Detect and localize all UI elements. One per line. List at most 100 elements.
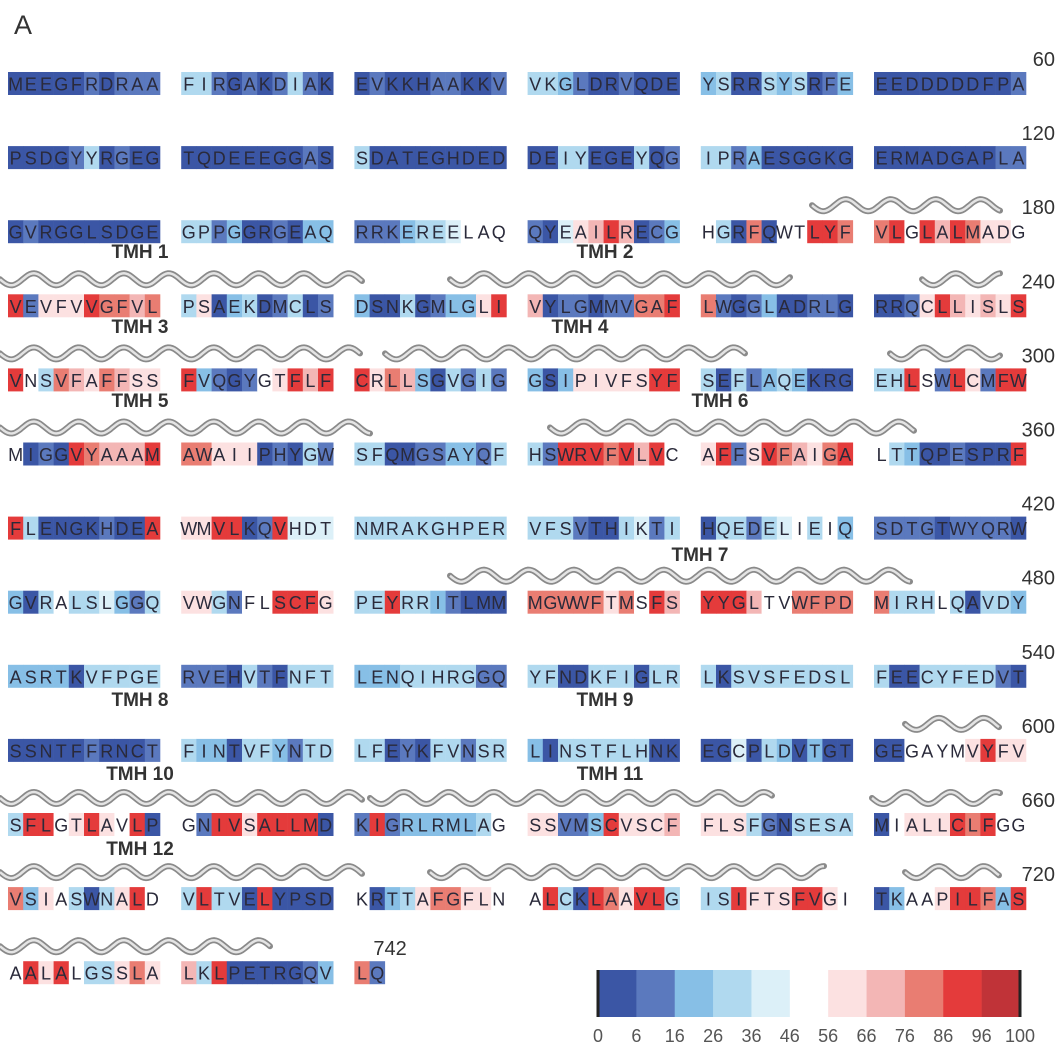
residue-block: DEIYEGEYQG — [528, 146, 680, 169]
residue-block: LFEYKFVNSR — [354, 739, 506, 762]
residue-block: LQ — [354, 961, 385, 984]
colorbar-tick-label: 66 — [857, 1026, 877, 1046]
residue-block: TKAAPILFAS — [874, 887, 1026, 910]
residue-block: HGRFQWTLYF — [701, 220, 853, 243]
residue-block: SSNTFFRNCT — [8, 739, 160, 762]
position-number: 660 — [1022, 790, 1055, 812]
tmh-label: TMH 2 — [577, 242, 634, 263]
residue-sequence: CRLLSGVGIG — [356, 371, 506, 391]
tmh-label: TMH 10 — [106, 764, 174, 785]
position-number: 720 — [1022, 864, 1055, 886]
residue-sequence: SDATEGHDED — [356, 149, 505, 169]
residue-block: EHLSWLCMFW — [874, 368, 1027, 391]
residue-block: GSIPIVFSYF — [528, 368, 680, 391]
tmh-label: TMH 3 — [112, 317, 169, 338]
residue-block: HQEDELIEIQ — [701, 517, 853, 540]
residue-block: WMVLKQVHDT — [180, 517, 333, 540]
colorbar-tick-label: 6 — [631, 1026, 641, 1046]
residue-block: MIRHLQAVDY — [874, 591, 1026, 614]
residue-block: FINTVFYNTD — [181, 739, 333, 762]
position-number: 420 — [1022, 494, 1055, 516]
residue-sequence: LWGGLADRLG — [703, 297, 852, 317]
residue-sequence: GEGAYMVYFV — [875, 741, 1025, 761]
position-number: 360 — [1022, 420, 1055, 442]
residue-block: DSNKGMLGLI — [354, 294, 506, 317]
residue-sequence: IPRAESGGKG — [706, 149, 852, 169]
residue-block: RRQCLLISLS — [874, 294, 1026, 317]
colorbar-segment — [905, 970, 944, 1017]
residue-block: NMRAKGHPER — [354, 517, 506, 540]
residue-block: FLENGKHDEA — [8, 517, 160, 540]
position-number: 60 — [1033, 49, 1055, 71]
residue-sequence: LQ — [357, 964, 384, 984]
colorbar-tick-label: 86 — [933, 1026, 953, 1046]
residue-block: SEFLAQEKRG — [701, 368, 853, 391]
residue-sequence: VSIASWNALD — [10, 890, 159, 910]
residue-block: AWAIIPHYGW — [181, 443, 334, 466]
residue-block: FLSFGNSESA — [701, 813, 853, 836]
residue-block: EEDDDDDFPA — [874, 72, 1026, 95]
colorbar-segment — [636, 970, 675, 1017]
tmh-label: TMH 5 — [112, 391, 169, 412]
residue-block: VKGLDRVQDE — [528, 72, 680, 95]
colorbar-segment — [751, 970, 790, 1017]
residue-sequence: VYLGMMVGAF — [529, 297, 677, 317]
colorbar-tick-label: 46 — [780, 1026, 800, 1046]
residue-sequence: AWAIIPHYGW — [183, 445, 334, 465]
figure: A TMH 1TMH 2TMH 3TMH 4TMH 5TMH 6TMH 7TMH… — [0, 0, 1060, 1049]
colorbar-segment — [598, 970, 637, 1017]
residue-block: GVRALSLGGQ — [8, 591, 160, 614]
residue-block: LINSTFLHNK — [528, 739, 680, 762]
residue-block: ISIFTSFVGI — [701, 887, 853, 910]
colorbar-segment — [867, 970, 906, 1017]
residue-block: QYEAILRECG — [528, 220, 680, 243]
residue-block: KIGRLRMLAG — [354, 813, 506, 836]
residue-block: VYLGMMVGAF — [528, 294, 680, 317]
colorbar-segment — [943, 970, 982, 1017]
residue-block: PEYRRITLMM — [354, 591, 506, 614]
residue-block: MEEGFRDRAA — [8, 72, 160, 95]
position-number: 240 — [1022, 271, 1055, 293]
residue-block: HSWRVFVLVC — [528, 443, 680, 466]
residue-sequence: SEFLAQEKRG — [702, 371, 852, 391]
colorbar-segment — [828, 970, 867, 1017]
position-number: 600 — [1022, 716, 1055, 738]
residue-sequence: LENQIHRGGQ — [357, 667, 506, 687]
colorbar-tick-label: 100 — [1005, 1026, 1035, 1046]
position-number: 480 — [1022, 568, 1055, 590]
residue-block: YFNDKFIGLR — [528, 665, 680, 688]
residue-block: VWGNFLSCFG — [181, 591, 333, 614]
residue-block: PSDGYYRGEG — [8, 146, 160, 169]
residue-sequence: DSNKGMLGLI — [356, 297, 502, 317]
residue-sequence: ERMADGAPLA — [876, 149, 1025, 169]
residue-block: VLGLALMADG — [874, 220, 1026, 243]
residue-block: CRLLSGVGIG — [354, 368, 506, 391]
panel-label: A — [14, 10, 32, 40]
residue-block: LWGGLADRLG — [701, 294, 853, 317]
residue-block: EGCPLDVTGT — [701, 739, 853, 762]
residue-block: SDTGTWYQRW — [874, 517, 1027, 540]
residue-block: SFQMGSAYQF — [354, 443, 506, 466]
residue-block: GNIVSALLMD — [181, 813, 333, 836]
colorbar-tick-label: 96 — [972, 1026, 992, 1046]
tmh-label: TMH 1 — [112, 242, 169, 263]
residue-sequence: DEIYEGEYQG — [529, 149, 679, 169]
residue-block: VLTVELYPSD — [181, 887, 333, 910]
residue-block: MIALLCLFGG — [874, 813, 1026, 836]
residue-block: LKLPETRGQV — [181, 961, 333, 984]
tmh-label: TMH 12 — [106, 839, 174, 860]
residue-sequence: FVQGYGTFLF — [183, 371, 331, 391]
residue-block: FEECYFEDVT — [874, 665, 1026, 688]
residue-sequence: NMRAKGHPER — [356, 519, 506, 539]
colorbar-tick-label: 26 — [703, 1026, 723, 1046]
residue-sequence: KIGRLRMLAG — [356, 816, 506, 836]
colorbar-segment — [675, 970, 714, 1017]
residue-block: SFLGTLAVLP — [8, 813, 160, 836]
residue-block: TQDEEEGGAS — [181, 146, 333, 169]
position-number: 742 — [373, 938, 406, 960]
colorbar-tick-label: 36 — [741, 1026, 761, 1046]
residue-block: GVRGGLSDGE — [8, 220, 160, 243]
residue-block: RVEHVTFNFT — [181, 665, 333, 688]
residue-block: EVKKHAAKKV — [354, 72, 506, 95]
residue-block: ERMADGAPLA — [874, 146, 1026, 169]
